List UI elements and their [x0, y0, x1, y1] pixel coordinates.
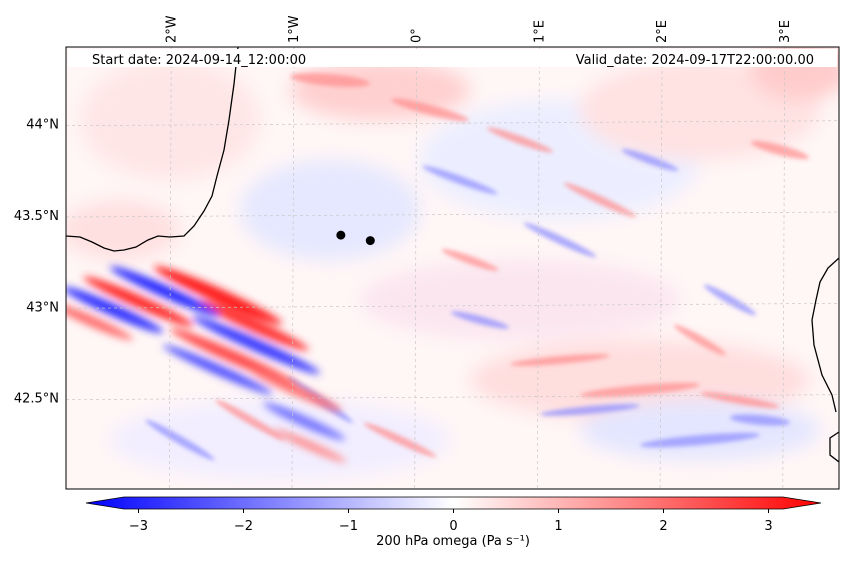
colorbar-title: 200 hPa omega (Pa s⁻¹)	[376, 534, 530, 549]
latitude-labels: 44°N 43.5°N 43°N 42.5°N	[14, 118, 59, 407]
gridline-lon	[782, 47, 786, 489]
gridline-lat	[66, 211, 839, 218]
gridlines	[66, 47, 839, 489]
colorbar-ticks: −3 −2 −1 0 1 2 3	[129, 509, 773, 534]
lon-label: 2°W	[164, 15, 179, 43]
gridline-lon	[414, 47, 418, 489]
colorbar-tick-label: −2	[234, 519, 253, 534]
point-1-marker	[336, 230, 346, 240]
lon-label: 1°W	[287, 15, 302, 43]
colorbar-bar	[85, 496, 822, 510]
header-strip	[68, 49, 837, 67]
coastline-spain	[829, 431, 839, 463]
omega-field	[66, 47, 839, 489]
colorbar-tick-label: −1	[339, 519, 358, 534]
gridline-lat	[66, 303, 839, 309]
gridline-lon	[291, 47, 295, 489]
coastline-mediterranean	[811, 257, 839, 413]
valid-date-label: Valid_date: 2024-09-17T22:00:00.00	[576, 53, 814, 68]
marker-points	[336, 230, 375, 246]
lat-label: 43°N	[26, 300, 59, 315]
gridline-lon	[168, 47, 172, 489]
lat-label: 42.5°N	[14, 392, 59, 407]
lon-label: 2°E	[655, 20, 670, 43]
point-2-marker	[365, 236, 375, 246]
colorbar-tick-label: 1	[554, 519, 562, 534]
colorbar-tick-label: 2	[659, 519, 667, 534]
lon-label: 1°E	[532, 20, 547, 43]
colorbar: −3 −2 −1 0 1 2 3 200 hPa omega (Pa s⁻¹)	[85, 496, 822, 549]
map-frame	[65, 46, 840, 490]
lat-label: 43.5°N	[14, 209, 59, 224]
gridline-lat	[66, 120, 839, 127]
lat-label: 44°N	[26, 118, 59, 133]
longitude-labels: 2°W 1°W 0° 1°E 2°E 3°E	[164, 15, 792, 43]
gridline-lat	[66, 394, 839, 401]
colorbar-tick-label: 0	[449, 519, 457, 534]
coastline-atlantic	[66, 47, 239, 252]
colorbar-tick-label: 3	[764, 519, 772, 534]
start-date-label: Start date: 2024-09-14_12:00:00	[92, 53, 306, 68]
colorbar-tick-label: −3	[129, 519, 148, 534]
gridline-lon	[537, 47, 540, 489]
lon-label: 0°	[410, 28, 425, 43]
gridline-lon	[659, 47, 663, 489]
lon-label: 3°E	[778, 20, 793, 43]
